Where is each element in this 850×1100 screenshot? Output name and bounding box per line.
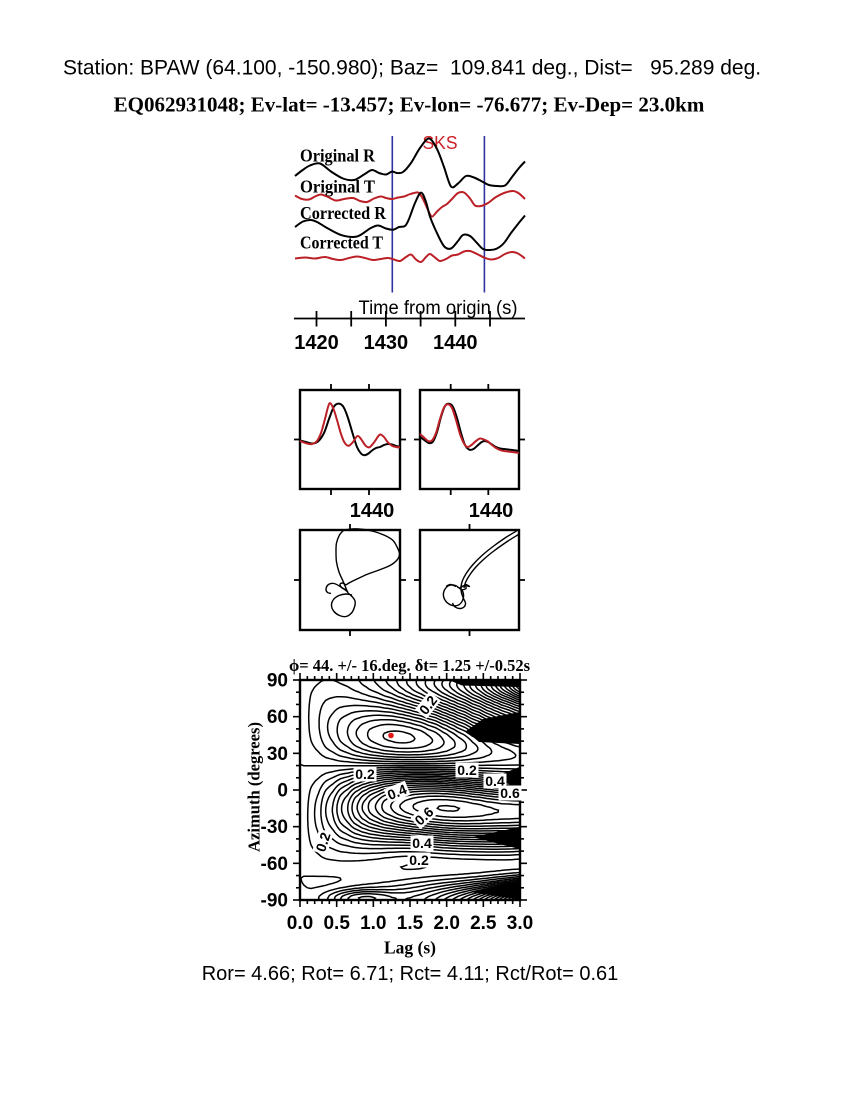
svg-text:0.0: 0.0 — [287, 913, 313, 934]
svg-text:ϕ= 44. +/- 16.deg. δt= 1.25 +/: ϕ= 44. +/- 16.deg. δt= 1.25 +/-0.52s — [289, 656, 530, 675]
svg-text:0.2: 0.2 — [416, 692, 441, 717]
svg-text:-90: -90 — [261, 891, 288, 912]
svg-text:3.0: 3.0 — [507, 913, 533, 934]
svg-text:0: 0 — [277, 781, 288, 802]
svg-text:2.5: 2.5 — [470, 913, 497, 934]
svg-text:0.4: 0.4 — [385, 781, 409, 803]
svg-text:Corrected R: Corrected R — [300, 203, 386, 223]
svg-text:1430: 1430 — [364, 332, 409, 354]
svg-text:SKS: SKS — [423, 133, 458, 153]
svg-text:0.4: 0.4 — [485, 773, 505, 789]
svg-text:1420: 1420 — [294, 332, 339, 354]
svg-text:1440: 1440 — [350, 500, 395, 522]
svg-text:0.2: 0.2 — [355, 766, 375, 782]
svg-text:1440: 1440 — [433, 332, 478, 354]
svg-text:0.2: 0.2 — [457, 762, 477, 778]
svg-text:90: 90 — [267, 671, 288, 692]
svg-text:60: 60 — [267, 707, 288, 728]
svg-text:1.0: 1.0 — [360, 913, 386, 934]
svg-text:2.0: 2.0 — [433, 913, 459, 934]
svg-text:1440: 1440 — [469, 500, 514, 522]
svg-text:EQ062931048; Ev-lat= -13.457;: EQ062931048; Ev-lat= -13.457; Ev-lon= -7… — [114, 93, 705, 117]
svg-text:Time from origin (s): Time from origin (s) — [359, 298, 518, 319]
svg-text:Original R: Original R — [300, 146, 375, 166]
svg-text:0.4: 0.4 — [412, 835, 432, 851]
svg-text:1.5: 1.5 — [397, 913, 424, 934]
svg-text:Original T: Original T — [300, 177, 375, 197]
svg-text:-30: -30 — [261, 817, 288, 838]
svg-text:0.2: 0.2 — [409, 852, 429, 868]
svg-text:Ror= 4.66; Rot= 6.71; Rct= 4.1: Ror= 4.66; Rot= 6.71; Rct= 4.11; Rct/Rot… — [202, 963, 619, 985]
svg-text:Lag (s): Lag (s) — [384, 938, 436, 958]
svg-text:0.6: 0.6 — [500, 785, 520, 801]
svg-text:30: 30 — [267, 744, 288, 765]
svg-text:0.2: 0.2 — [312, 830, 333, 854]
svg-text:Station: BPAW (64.100, -150.98: Station: BPAW (64.100, -150.980); Baz= 1… — [63, 57, 761, 80]
svg-text:Corrected T: Corrected T — [300, 233, 383, 253]
svg-text:0.5: 0.5 — [323, 913, 350, 934]
svg-text:-60: -60 — [261, 854, 288, 875]
svg-text:Azimuth (degrees): Azimuth (degrees) — [245, 722, 264, 852]
